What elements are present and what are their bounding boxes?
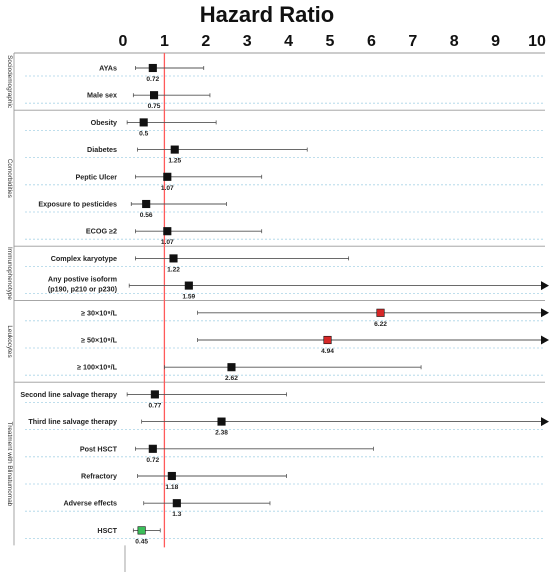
row-label: (p190, p210 or p230) <box>48 285 118 294</box>
row-label: Exposure to pesticides <box>38 200 117 209</box>
hr-marker <box>167 471 176 481</box>
x-tick-label: 5 <box>326 33 335 50</box>
row-label: Male sex <box>87 91 117 100</box>
x-tick-label: 8 <box>450 33 459 50</box>
x-tick-label: 3 <box>243 33 252 50</box>
x-tick-label: 0 <box>119 33 128 50</box>
hr-value-label: 1.07 <box>161 239 174 246</box>
chart-title: Hazard Ratio <box>200 2 334 27</box>
hr-value-label: 0.75 <box>148 103 161 110</box>
hr-value-label: 0.56 <box>140 212 153 219</box>
row-label: Adverse effects <box>63 499 117 508</box>
row-label: Any postive isoform <box>48 275 117 284</box>
row-label: Diabetes <box>87 145 117 154</box>
group-label: Comorbidities <box>6 159 13 198</box>
hr-marker <box>150 91 159 100</box>
row-label: ≥ 30×10⁹/L <box>81 308 118 317</box>
hr-value-label: 0.72 <box>146 457 159 464</box>
hr-value-label: 1.59 <box>182 294 195 301</box>
hr-marker <box>376 308 385 317</box>
hr-marker <box>150 390 159 399</box>
row-label: ≥ 50×10⁹/L <box>81 336 118 345</box>
hr-value-label: 4.94 <box>321 348 334 355</box>
hr-marker <box>323 335 332 345</box>
x-tick-label: 4 <box>284 33 293 50</box>
hr-value-label: 0.72 <box>146 76 159 83</box>
ci-arrow <box>541 417 549 427</box>
x-tick-label: 2 <box>201 33 210 50</box>
ci-arrow <box>541 308 549 318</box>
row-label: AYAs <box>99 64 117 73</box>
group-label: Immunophenotype <box>6 247 13 300</box>
hr-value-label: 6.22 <box>374 321 387 328</box>
row-label: Second line salvage therapy <box>20 390 117 399</box>
row-label: ≥ 100×10⁹/L <box>77 363 118 372</box>
ci-arrow <box>541 281 549 291</box>
hr-marker <box>227 363 236 372</box>
hr-value-label: 1.07 <box>161 185 174 192</box>
hr-marker <box>184 281 193 290</box>
hr-value-label: 1.25 <box>168 158 181 165</box>
hr-marker <box>139 118 148 127</box>
hr-marker <box>163 227 172 236</box>
hr-marker <box>148 444 157 453</box>
x-tick-label: 1 <box>160 33 169 50</box>
row-label: Obesity <box>91 118 117 127</box>
row-label: Post HSCT <box>80 444 118 453</box>
ci-arrow <box>541 335 549 345</box>
x-tick-label: 10 <box>528 33 546 50</box>
hr-marker <box>169 254 178 263</box>
x-tick-label: 7 <box>408 33 417 50</box>
row-label: ECOG ≥2 <box>86 227 117 236</box>
hr-marker <box>137 526 146 535</box>
hr-value-label: 2.62 <box>225 375 238 382</box>
hr-value-label: 1.3 <box>172 511 181 518</box>
group-label: Leukocytes <box>6 325 13 357</box>
hr-marker <box>217 417 226 426</box>
hr-value-label: 1.22 <box>167 266 180 273</box>
group-label: Treatment with Blinatumomab <box>6 422 13 507</box>
hr-value-label: 0.45 <box>135 538 148 545</box>
hr-marker <box>142 199 151 209</box>
hr-marker <box>148 63 157 73</box>
hr-marker <box>163 172 172 181</box>
hr-value-label: 1.18 <box>165 484 178 491</box>
hr-marker <box>172 499 181 508</box>
row-label: Peptic Ulcer <box>75 172 117 181</box>
hr-value-label: 0.5 <box>139 130 148 137</box>
row-label: Complex karyotype <box>51 254 117 263</box>
x-tick-label: 6 <box>367 33 376 50</box>
hr-value-label: 0.77 <box>148 402 161 409</box>
hr-value-label: 2.38 <box>215 430 228 437</box>
row-label: HSCT <box>97 526 117 535</box>
group-label: Sociodemographic <box>6 55 13 109</box>
hr-marker <box>170 145 179 154</box>
row-label: Third line salvage therapy <box>28 417 117 426</box>
x-tick-label: 9 <box>491 33 500 50</box>
row-label: Refractory <box>81 472 117 481</box>
